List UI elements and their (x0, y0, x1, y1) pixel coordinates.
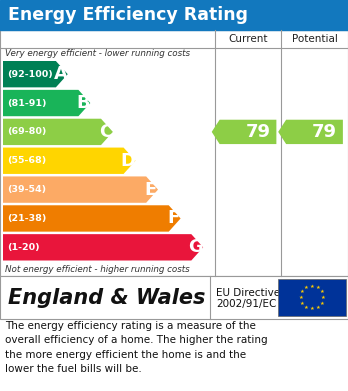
Text: Not energy efficient - higher running costs: Not energy efficient - higher running co… (5, 265, 190, 274)
Text: ★: ★ (315, 285, 320, 291)
Polygon shape (3, 90, 90, 116)
Polygon shape (3, 205, 181, 231)
Text: ★: ★ (304, 305, 309, 310)
Text: F: F (167, 210, 180, 228)
Text: ★: ★ (319, 301, 324, 305)
Text: G: G (189, 239, 204, 256)
Text: B: B (76, 94, 90, 112)
Text: ★: ★ (300, 301, 305, 305)
Text: ★: ★ (310, 284, 314, 289)
Polygon shape (212, 120, 276, 144)
Text: Very energy efficient - lower running costs: Very energy efficient - lower running co… (5, 49, 190, 58)
Text: (92-100): (92-100) (7, 70, 53, 79)
Text: (21-38): (21-38) (7, 214, 46, 223)
Text: C: C (99, 123, 112, 141)
Polygon shape (3, 147, 135, 174)
Bar (0, 30, 348, 276)
Text: ★: ★ (299, 295, 303, 300)
Polygon shape (3, 61, 68, 87)
Text: The energy efficiency rating is a measure of the
overall efficiency of a home. T: The energy efficiency rating is a measur… (5, 321, 268, 374)
Text: (55-68): (55-68) (7, 156, 46, 165)
Text: A: A (54, 65, 68, 83)
Text: Current: Current (228, 34, 268, 44)
Bar (278, 279, 346, 316)
Text: (1-20): (1-20) (7, 243, 40, 252)
Text: (39-54): (39-54) (7, 185, 46, 194)
Text: 2002/91/EC: 2002/91/EC (216, 298, 276, 308)
Text: (69-80): (69-80) (7, 127, 46, 136)
Bar (0, 276, 348, 319)
Polygon shape (3, 234, 203, 260)
Text: 79: 79 (245, 123, 270, 141)
Text: EU Directive: EU Directive (216, 287, 280, 298)
Text: ★: ★ (319, 289, 324, 294)
Text: (81-91): (81-91) (7, 99, 47, 108)
Text: Energy Efficiency Rating: Energy Efficiency Rating (8, 6, 248, 24)
Text: England & Wales: England & Wales (8, 287, 205, 307)
Bar (0, 0, 348, 30)
Polygon shape (278, 120, 343, 144)
Text: ★: ★ (315, 305, 320, 310)
Text: D: D (121, 152, 136, 170)
Text: ★: ★ (321, 295, 325, 300)
Polygon shape (3, 119, 113, 145)
Text: ★: ★ (310, 306, 314, 311)
Text: 79: 79 (312, 123, 337, 141)
Text: ★: ★ (304, 285, 309, 291)
Text: Potential: Potential (292, 34, 338, 44)
Polygon shape (3, 176, 158, 203)
Text: E: E (145, 181, 157, 199)
Text: ★: ★ (300, 289, 305, 294)
